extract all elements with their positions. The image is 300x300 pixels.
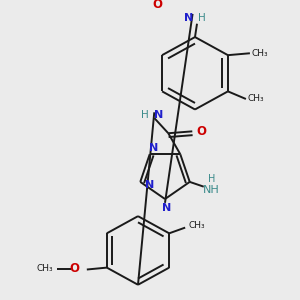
Text: CH₃: CH₃ — [189, 221, 206, 230]
Text: O: O — [196, 125, 206, 138]
Text: CH₃: CH₃ — [248, 94, 265, 103]
Text: N: N — [162, 202, 172, 213]
Text: CH₃: CH₃ — [37, 264, 53, 273]
Text: H: H — [208, 174, 215, 184]
Text: NH: NH — [203, 184, 220, 194]
Text: O: O — [152, 0, 162, 11]
Text: N: N — [154, 110, 163, 120]
Text: CH₃: CH₃ — [252, 49, 268, 58]
Text: N: N — [149, 142, 158, 152]
Text: H: H — [141, 110, 149, 120]
Text: O: O — [70, 262, 80, 275]
Text: H: H — [198, 13, 206, 23]
Text: N: N — [145, 180, 154, 190]
Text: N: N — [184, 13, 194, 23]
